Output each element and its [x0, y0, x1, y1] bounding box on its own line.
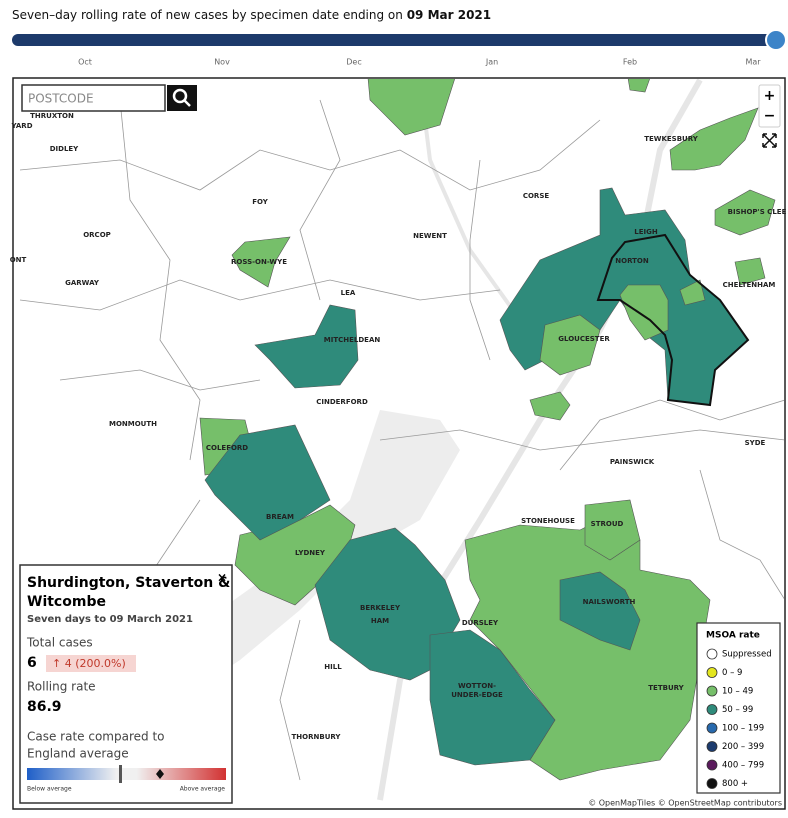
- change-badge: [46, 655, 136, 672]
- place-label: CORSE: [523, 192, 550, 200]
- legend-label: 800 +: [722, 779, 748, 789]
- change: ↑ 4 (200.0%): [52, 657, 126, 670]
- place-label: TEWKESBURY: [644, 135, 699, 143]
- label: England average: [27, 747, 129, 761]
- legend-swatch: [706, 685, 718, 697]
- legend-swatch: [706, 648, 718, 660]
- place-label: STONEHOUSE: [521, 517, 575, 525]
- legend-label: 0 – 9: [722, 668, 742, 678]
- place-label: LEA: [341, 289, 356, 297]
- legend-swatch: [706, 741, 718, 752]
- zoom-out[interactable]: −: [764, 108, 776, 124]
- england-marker: [119, 765, 122, 783]
- place-label: DURSLEY: [462, 619, 499, 627]
- area-name: Witcombe: [27, 594, 106, 610]
- fullscreen-button[interactable]: [762, 133, 777, 148]
- place-label: HILL: [324, 663, 342, 671]
- area-name: Shurdington, Staverton &: [27, 575, 230, 591]
- place-label: STROUD: [591, 520, 624, 528]
- place-label: BISHOP'S CLEE: [728, 208, 787, 216]
- place-label: COLEFORD: [206, 444, 248, 452]
- legend-swatch: [706, 667, 718, 678]
- legend-label: 10 – 49: [722, 687, 753, 697]
- month-label: Oct: [78, 58, 92, 67]
- total-cases: 6: [27, 655, 37, 671]
- legend-title: MSOA rate: [706, 631, 760, 641]
- zoom-in[interactable]: +: [764, 88, 776, 104]
- legend: MSOA rate Suppressed 0 – 9 10 – 49 50 – 99 1…: [696, 622, 781, 794]
- label: Rolling rate: [27, 680, 96, 694]
- timeline-months: Oct Nov Dec Jan Feb Mar: [78, 58, 761, 67]
- place-label: LYDNEY: [295, 549, 326, 557]
- legend-label: 400 – 799: [722, 761, 764, 771]
- place-label: WOTTON-UNDER-EDGE: [451, 682, 503, 699]
- place-label: PAINSWICK: [610, 458, 655, 466]
- place-label: FOY: [252, 198, 268, 206]
- month-label: Jan: [485, 58, 498, 67]
- search-input[interactable]: [21, 84, 166, 112]
- place-label: YARD: [10, 122, 32, 130]
- place-label: LEIGH: [634, 228, 658, 236]
- legend-label: 50 – 99: [722, 705, 753, 715]
- place-label: GLOUCESTER: [558, 335, 610, 343]
- zoom-control: [758, 84, 781, 128]
- month-label: Feb: [623, 58, 637, 67]
- place-label: HAM: [371, 617, 389, 625]
- legend-label: 100 – 199: [722, 724, 764, 734]
- place-label: SYDE: [745, 439, 766, 447]
- place-label: THRUXTON: [30, 112, 74, 120]
- subtitle: Seven days to 09 March 2021: [27, 614, 193, 625]
- place-label: THORNBURY: [292, 733, 342, 741]
- place-label: CINDERFORD: [316, 398, 368, 406]
- scale-label: Above average: [180, 786, 226, 793]
- month-label: Dec: [346, 58, 361, 67]
- search-placeholder: POSTCODE: [28, 92, 94, 106]
- comparison-scale: [27, 768, 226, 780]
- legend-swatch: [706, 704, 718, 715]
- month-label: Nov: [214, 58, 230, 67]
- place-label: DIDLEY: [50, 145, 79, 153]
- place-label: NORTON: [615, 257, 649, 265]
- place-label: BREAM: [266, 513, 294, 521]
- place-label: ROSS-ON-WYE: [231, 258, 287, 266]
- label: Total cases: [26, 636, 93, 650]
- attribution: © OpenMapTiles © OpenStreetMap contribut…: [588, 799, 782, 808]
- legend-swatch: [706, 759, 718, 771]
- legend-swatch: [706, 722, 718, 734]
- timeline-track[interactable]: [12, 34, 776, 46]
- place-label: MITCHELDEAN: [324, 336, 381, 344]
- place-label: NEWENT: [413, 232, 447, 240]
- legend-swatch: [706, 778, 718, 789]
- rolling-rate: 86.9: [27, 699, 62, 715]
- search-icon: [172, 88, 188, 104]
- title: Seven–day rolling rate of new cases by s…: [12, 8, 491, 22]
- legend-label: Suppressed: [722, 650, 772, 660]
- place-label: MONMOUTH: [109, 420, 157, 428]
- info-popup: × Shurdington, Staverton & Witcombe Seve…: [19, 564, 233, 804]
- timeline-handle[interactable]: [765, 29, 787, 51]
- scale-label: Below average: [27, 786, 72, 793]
- place-label: ORCOP: [83, 231, 111, 239]
- label: Case rate compared to: [27, 730, 165, 744]
- place-label: CHELTENHAM: [723, 281, 776, 289]
- month-label: Mar: [745, 58, 761, 67]
- area-marker: [156, 769, 164, 779]
- place-label: TETBURY: [648, 684, 684, 692]
- legend-label: 200 – 399: [722, 742, 764, 752]
- place-label: BERKELEY: [360, 604, 401, 612]
- search-button[interactable]: [167, 85, 197, 111]
- place-label: NAILSWORTH: [583, 598, 636, 606]
- search-icon: [183, 99, 191, 107]
- place-label: ONT: [10, 256, 27, 264]
- place-label: GARWAY: [65, 279, 100, 287]
- close-button[interactable]: ×: [217, 571, 227, 585]
